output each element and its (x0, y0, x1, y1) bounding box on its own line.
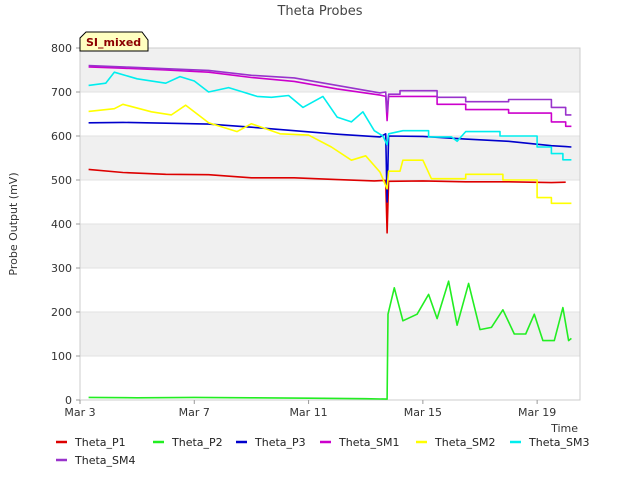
x-tick-label: Mar 15 (404, 406, 442, 419)
background-band (80, 180, 580, 224)
background-band (80, 224, 580, 268)
legend-label: Theta_SM2 (434, 436, 495, 449)
background-band (80, 268, 580, 312)
y-axis-ticks: 0 100 200 300 400 500 600 700 800 (51, 42, 80, 407)
mode-badge-shape (79, 31, 149, 52)
series-line-theta-p1 (88, 168, 566, 234)
legend-label: Theta_SM4 (74, 454, 135, 467)
y-tick-label: 700 (51, 86, 72, 99)
legend-label: Theta_P3 (254, 436, 306, 449)
mode-badge-label: SI_mixed (86, 36, 141, 49)
legend-label: Theta_SM3 (528, 436, 589, 449)
legend-label: Theta_P1 (74, 436, 126, 449)
y-tick-label: 0 (65, 394, 72, 407)
y-tick-label: 200 (51, 306, 72, 319)
y-tick-label: 100 (51, 350, 72, 363)
series-line-theta-sm2 (88, 103, 572, 205)
x-axis-label: Time (550, 422, 578, 435)
mode-badge: SI_mixed (79, 31, 149, 52)
series-layer (88, 64, 572, 400)
y-tick-label: 300 (51, 262, 72, 275)
y-tick-label: 500 (51, 174, 72, 187)
background-band (80, 356, 580, 400)
legend-label: Theta_SM1 (338, 436, 399, 449)
x-tick-label: Mar 11 (289, 406, 327, 419)
y-tick-label: 400 (51, 218, 72, 231)
legend-label: Theta_P2 (171, 436, 223, 449)
y-axis-label: Probe Output (mV) (7, 172, 20, 275)
background-band (80, 136, 580, 180)
background-band (80, 92, 580, 136)
x-tick-label: Mar 19 (518, 406, 556, 419)
background-band (80, 312, 580, 356)
x-axis-ticks: Mar 3 Mar 7 Mar 11 Mar 15 Mar 19 (64, 400, 556, 419)
legend: Theta_P1 Theta_P2 Theta_P3 Theta_SM1 Theta_S… (56, 436, 589, 467)
x-tick-label: Mar 3 (64, 406, 95, 419)
series-line-theta-p3 (88, 121, 572, 203)
x-tick-label: Mar 7 (179, 406, 210, 419)
y-tick-label: 800 (51, 42, 72, 55)
series-line-theta-sm1 (88, 66, 572, 128)
series-line-theta-p2 (88, 280, 572, 400)
series-line-theta-sm4 (88, 64, 572, 116)
y-tick-label: 600 (51, 130, 72, 143)
chart-title: Theta Probes (276, 4, 362, 19)
series-line-theta-sm3 (88, 71, 572, 161)
